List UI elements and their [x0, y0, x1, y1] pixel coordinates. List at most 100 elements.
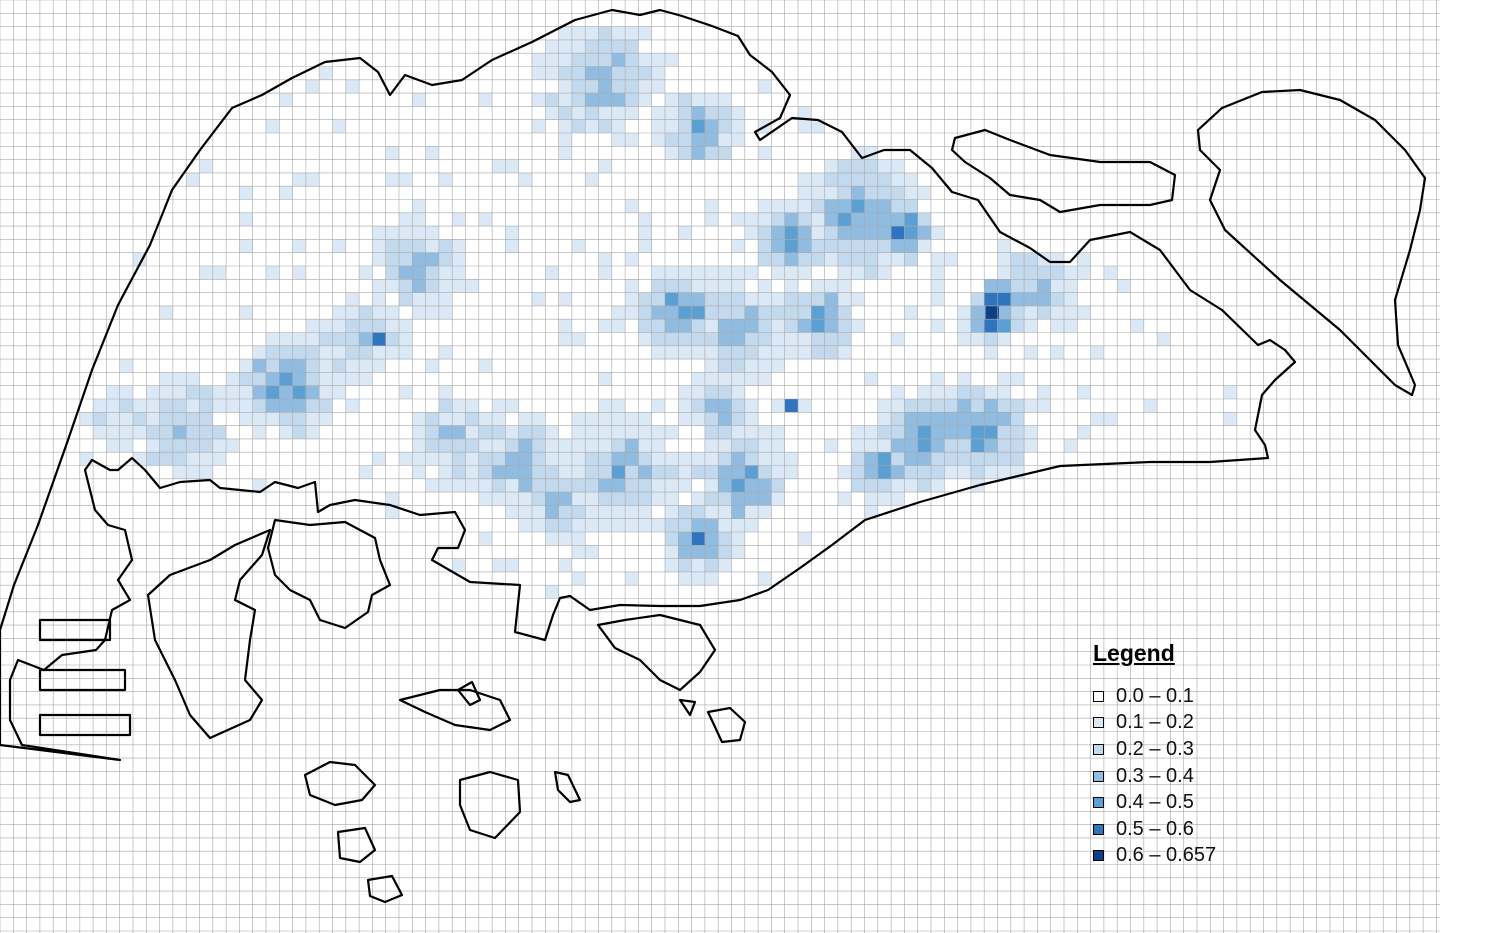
- heat-cell: [918, 239, 931, 252]
- heat-cell: [612, 412, 625, 425]
- heat-cell: [1051, 306, 1064, 319]
- heat-cell: [1117, 279, 1130, 292]
- heat-cell: [572, 519, 585, 532]
- heat-cell: [718, 545, 731, 558]
- heat-cell: [705, 399, 718, 412]
- heat-cell: [998, 426, 1011, 439]
- heat-cell: [665, 133, 678, 146]
- heat-cell: [718, 532, 731, 545]
- heat-cell: [372, 306, 385, 319]
- heat-cell: [439, 173, 452, 186]
- heat-cell: [878, 213, 891, 226]
- heat-cell: [532, 505, 545, 518]
- pulau-tekong-coastline: [1198, 90, 1425, 395]
- heat-cell: [599, 452, 612, 465]
- heat-cell: [865, 492, 878, 505]
- heat-cell: [426, 293, 439, 306]
- heat-cell: [545, 106, 558, 119]
- heat-cell: [825, 173, 838, 186]
- heat-cell: [718, 466, 731, 479]
- heat-cell: [931, 399, 944, 412]
- heat-cell: [811, 293, 824, 306]
- heat-cell: [519, 466, 532, 479]
- heat-cell: [771, 306, 784, 319]
- heat-cell: [1077, 306, 1090, 319]
- heat-cell: [266, 372, 279, 385]
- heat-cell: [771, 359, 784, 372]
- heat-cell: [346, 80, 359, 93]
- heat-cell: [479, 426, 492, 439]
- heat-cell: [293, 266, 306, 279]
- heat-cell: [825, 239, 838, 252]
- heat-cell: [519, 505, 532, 518]
- heat-cell: [638, 293, 651, 306]
- heat-cell: [333, 239, 346, 252]
- heat-cell: [705, 479, 718, 492]
- heat-cell: [665, 279, 678, 292]
- heat-cell: [958, 319, 971, 332]
- heat-cell: [572, 67, 585, 80]
- heat-cell: [200, 266, 213, 279]
- heat-cell: [1011, 412, 1024, 425]
- heat-cell: [692, 466, 705, 479]
- heat-cell: [638, 213, 651, 226]
- heat-cell: [678, 479, 691, 492]
- heat-cell: [745, 492, 758, 505]
- heat-cell: [758, 80, 771, 93]
- heat-cell: [705, 106, 718, 119]
- heat-cell: [652, 466, 665, 479]
- heat-cell: [585, 439, 598, 452]
- heat-cell: [505, 492, 518, 505]
- heat-cell: [745, 306, 758, 319]
- heat-cell: [279, 346, 292, 359]
- heat-cell: [585, 93, 598, 106]
- heat-cell: [851, 160, 864, 173]
- heat-cell: [200, 386, 213, 399]
- heat-cell: [452, 479, 465, 492]
- heat-cell: [758, 239, 771, 252]
- heat-cell: [918, 186, 931, 199]
- heat-cell: [678, 399, 691, 412]
- heat-cell: [572, 239, 585, 252]
- heat-cell: [732, 452, 745, 465]
- heat-cell: [1024, 306, 1037, 319]
- heat-cell: [865, 213, 878, 226]
- heat-cell: [545, 40, 558, 53]
- heat-cell: [705, 346, 718, 359]
- heat-cell: [758, 213, 771, 226]
- heat-cell: [466, 479, 479, 492]
- heat-cell: [545, 585, 558, 598]
- heat-cell: [625, 519, 638, 532]
- island-6: [338, 828, 375, 862]
- heat-cell: [732, 399, 745, 412]
- heat-cell: [532, 120, 545, 133]
- heat-cell: [745, 319, 758, 332]
- heat-cell: [545, 505, 558, 518]
- heat-cell: [293, 359, 306, 372]
- heat-cell: [492, 452, 505, 465]
- heat-cell: [625, 306, 638, 319]
- heat-cell: [891, 479, 904, 492]
- heat-cell: [692, 572, 705, 585]
- heat-cell: [346, 399, 359, 412]
- heat-cell: [652, 319, 665, 332]
- heat-cell: [519, 452, 532, 465]
- heat-cell: [319, 346, 332, 359]
- heat-cell: [931, 266, 944, 279]
- heat-cell: [718, 399, 731, 412]
- heat-cell: [532, 293, 545, 306]
- heat-cell: [798, 253, 811, 266]
- legend-item: 0.2 – 0.3: [1093, 736, 1293, 763]
- heat-cell: [665, 519, 678, 532]
- heat-cell: [931, 386, 944, 399]
- heat-cell: [785, 466, 798, 479]
- heat-cell: [638, 333, 651, 346]
- heat-cell: [572, 479, 585, 492]
- legend-swatch-1: [1093, 717, 1104, 728]
- heat-cell: [718, 133, 731, 146]
- heat-cell: [798, 293, 811, 306]
- heat-cell: [625, 93, 638, 106]
- heat-cell: [572, 333, 585, 346]
- heat-cell: [599, 53, 612, 66]
- heat-cell: [918, 479, 931, 492]
